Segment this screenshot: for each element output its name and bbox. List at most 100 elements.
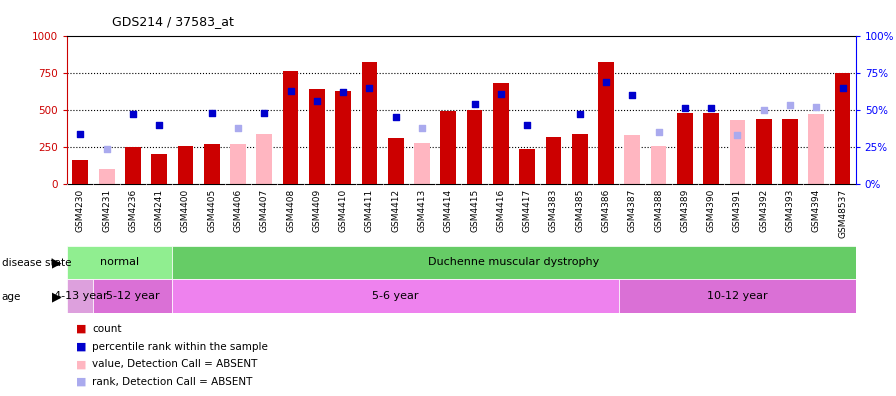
Text: GSM4385: GSM4385 [575, 189, 584, 232]
Bar [93, 279, 172, 313]
Bar [151, 154, 167, 184]
Text: ■: ■ [76, 324, 87, 334]
Text: GSM4394: GSM4394 [812, 189, 821, 232]
Text: ■: ■ [76, 341, 87, 352]
Point [599, 78, 613, 85]
Text: GSM4407: GSM4407 [260, 189, 269, 232]
Point [415, 124, 429, 131]
Bar [172, 246, 856, 279]
Bar [230, 144, 246, 184]
Bar [125, 147, 141, 184]
Bar [172, 279, 619, 313]
Point [231, 124, 246, 131]
Point [756, 107, 771, 113]
Point [389, 114, 403, 120]
Point [125, 111, 140, 118]
Bar [835, 73, 850, 184]
Bar [414, 143, 430, 184]
Point [809, 104, 823, 110]
Point [625, 92, 640, 98]
Point [835, 84, 849, 91]
Text: GSM4386: GSM4386 [601, 189, 610, 232]
Bar [546, 137, 561, 184]
Text: GSM4230: GSM4230 [76, 189, 85, 232]
Bar [256, 133, 272, 184]
Bar [493, 83, 509, 184]
Bar [782, 138, 797, 184]
Text: ■: ■ [76, 359, 87, 369]
Point [152, 122, 167, 128]
Bar [756, 119, 771, 184]
Bar [204, 144, 220, 184]
Text: age: age [2, 292, 22, 302]
Point [520, 122, 534, 128]
Point [730, 132, 745, 138]
Text: GSM4389: GSM4389 [680, 189, 689, 232]
Bar [599, 62, 614, 184]
Point [677, 105, 692, 112]
Text: GSM4383: GSM4383 [549, 189, 558, 232]
Bar [619, 279, 856, 313]
Text: GSM4409: GSM4409 [313, 189, 322, 232]
Point [336, 89, 350, 95]
Text: GSM4410: GSM4410 [339, 189, 348, 232]
Text: disease state: disease state [2, 258, 72, 268]
Text: ▶: ▶ [52, 257, 62, 270]
Point [310, 98, 324, 104]
Point [494, 90, 508, 97]
Text: 4-13 year: 4-13 year [54, 291, 108, 301]
Text: GSM4387: GSM4387 [628, 189, 637, 232]
Text: GSM4231: GSM4231 [102, 189, 111, 232]
Point [573, 111, 587, 118]
Text: rank, Detection Call = ABSENT: rank, Detection Call = ABSENT [92, 377, 253, 387]
Bar [67, 279, 93, 313]
Bar [335, 91, 351, 184]
Text: GSM4413: GSM4413 [418, 189, 426, 232]
Text: GSM4241: GSM4241 [155, 189, 164, 232]
Text: ▶: ▶ [52, 291, 62, 303]
Point [362, 84, 376, 91]
Bar [362, 62, 377, 184]
Text: GSM4411: GSM4411 [365, 189, 374, 232]
Text: GSM4392: GSM4392 [759, 189, 768, 232]
Bar [441, 111, 456, 184]
Text: percentile rank within the sample: percentile rank within the sample [92, 341, 268, 352]
Text: normal: normal [100, 257, 139, 267]
Bar [99, 169, 115, 184]
Text: 5-12 year: 5-12 year [106, 291, 159, 301]
Text: GSM4393: GSM4393 [786, 189, 795, 232]
Text: GSM4416: GSM4416 [496, 189, 505, 232]
Point [204, 110, 219, 116]
Point [73, 130, 88, 137]
Text: GSM48537: GSM48537 [838, 189, 847, 238]
Bar [703, 113, 719, 184]
Bar [73, 160, 88, 184]
Bar [650, 145, 667, 184]
Text: value, Detection Call = ABSENT: value, Detection Call = ABSENT [92, 359, 258, 369]
Point [783, 102, 797, 109]
Text: GSM4406: GSM4406 [234, 189, 243, 232]
Text: GSM4236: GSM4236 [128, 189, 137, 232]
Bar [467, 110, 482, 184]
Text: Duchenne muscular dystrophy: Duchenne muscular dystrophy [428, 257, 599, 267]
Bar [177, 145, 194, 184]
Text: GSM4408: GSM4408 [286, 189, 295, 232]
Bar [729, 120, 745, 184]
Point [283, 88, 297, 94]
Text: GSM4388: GSM4388 [654, 189, 663, 232]
Text: GSM4415: GSM4415 [470, 189, 479, 232]
Bar [572, 133, 588, 184]
Text: GDS214 / 37583_at: GDS214 / 37583_at [112, 15, 234, 28]
Point [99, 145, 114, 152]
Bar [625, 135, 640, 184]
Bar [520, 148, 535, 184]
Bar [782, 119, 797, 184]
Point [704, 105, 719, 112]
Text: count: count [92, 324, 122, 334]
Text: ■: ■ [76, 377, 87, 387]
Text: GSM4417: GSM4417 [522, 189, 531, 232]
Text: GSM4412: GSM4412 [392, 189, 401, 232]
Text: 10-12 year: 10-12 year [707, 291, 768, 301]
Text: 5-6 year: 5-6 year [373, 291, 419, 301]
Text: GSM4391: GSM4391 [733, 189, 742, 232]
